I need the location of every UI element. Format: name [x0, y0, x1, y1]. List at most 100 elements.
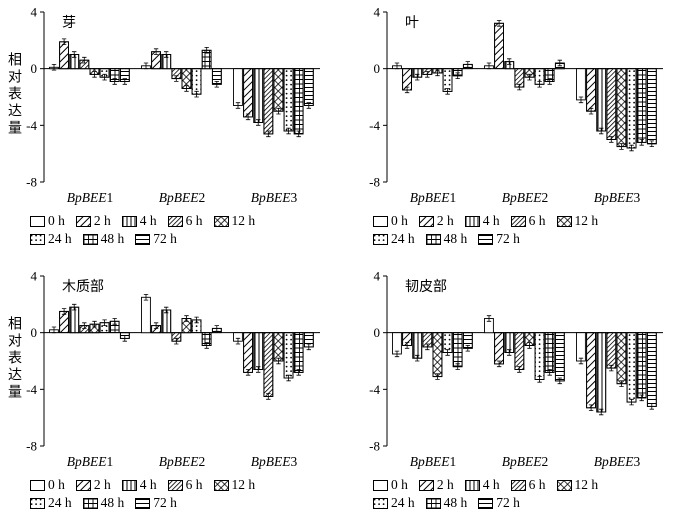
- bar-hatch: [514, 332, 525, 370]
- legend-item: 72 h: [478, 231, 520, 247]
- legend-item: 0 h: [30, 213, 65, 229]
- error-bar: [153, 48, 159, 55]
- error-bars: [394, 20, 654, 152]
- bar-hatch: [646, 68, 657, 145]
- error-bar: [266, 393, 271, 400]
- error-bar: [153, 322, 159, 329]
- error-bar: [425, 71, 430, 78]
- error-bar: [486, 62, 492, 70]
- error-bar: [82, 56, 87, 64]
- bar: [233, 68, 243, 106]
- bar-hatch: [161, 309, 172, 334]
- legend-label: 4 h: [139, 213, 157, 228]
- error-bar: [286, 374, 291, 382]
- error-bar: [588, 107, 594, 115]
- error-bar: [507, 58, 512, 65]
- error-bar: [445, 349, 450, 356]
- legend-item: 2 h: [418, 213, 454, 229]
- legend-swatch-diag-icon: [75, 215, 91, 227]
- error-bar: [517, 366, 522, 373]
- y-tick-labels: 4 0 -4 -8: [26, 5, 37, 190]
- legend-item: 6 h: [510, 477, 546, 493]
- legend-swatch-none-icon: [373, 215, 388, 227]
- y-axis-title: 相对表达量: [6, 316, 21, 401]
- error-bar: [557, 377, 562, 385]
- bar-hatch: [606, 332, 617, 369]
- legend-item: 2 h: [75, 213, 111, 229]
- error-bar: [245, 113, 251, 121]
- category-labels: BpBEE1 BpBEE2 BpBEE3: [410, 190, 641, 205]
- bar-hatch: [253, 332, 264, 370]
- legend-label: 6 h: [185, 477, 203, 492]
- legend-label: 0 h: [391, 477, 408, 492]
- bar-hatch: [293, 332, 304, 373]
- error-bar: [286, 127, 291, 135]
- legend-label: 24 h: [48, 495, 72, 510]
- legend-label: 0 h: [391, 213, 408, 228]
- legend-swatch-diag-dense-icon: [510, 479, 526, 491]
- legend-item: 24 h: [30, 495, 72, 511]
- error-bar: [578, 357, 584, 365]
- svg-text:0: 0: [374, 61, 381, 76]
- legend-item: 6 h: [167, 477, 203, 493]
- error-bar: [296, 369, 301, 376]
- svg-text:-4: -4: [369, 118, 380, 133]
- error-bar: [92, 71, 97, 78]
- error-bar: [102, 319, 107, 326]
- bar-hatch: [432, 332, 443, 378]
- category-label: BpBEE2: [502, 190, 549, 205]
- legend-label: 72 h: [496, 231, 520, 246]
- legend-swatch-dots-icon: [30, 233, 45, 245]
- error-bars: [394, 315, 654, 416]
- bar-hatch: [494, 332, 504, 365]
- legend-label: 6 h: [528, 477, 546, 492]
- legend-swatch-diag-icon: [418, 479, 434, 491]
- legend-swatch-grid-icon: [82, 233, 98, 245]
- y-tick-labels: 4 0 -4 -8: [26, 269, 37, 454]
- legend-swatch-diag-dense-icon: [510, 215, 526, 227]
- error-bar: [214, 81, 219, 88]
- legend-label: 4 h: [139, 477, 157, 492]
- svg-text:-8: -8: [26, 175, 37, 190]
- legend-label: 12 h: [231, 477, 256, 492]
- legend-item: 2 h: [418, 477, 454, 493]
- error-bar: [214, 325, 219, 332]
- error-bar: [194, 316, 199, 324]
- legend: 0 h 2 h 4 h 6 h 12 h 24 h 48 h 72 h: [30, 212, 255, 248]
- error-bar: [599, 408, 604, 416]
- bar-chart-bud: 4 0 -4 -8 BpBEE1 BpBEE2 BpBEE3: [26, 5, 320, 205]
- legend-swatch-vert-icon: [464, 215, 480, 227]
- category-labels: BpBEE1 BpBEE2 BpBEE3: [67, 454, 298, 469]
- error-bar: [174, 337, 179, 345]
- error-bar: [112, 318, 117, 325]
- category-label: BpBEE1: [67, 190, 114, 205]
- legend-item: 0 h: [373, 213, 408, 229]
- error-bar: [609, 136, 614, 143]
- legend-label: 24 h: [391, 231, 415, 246]
- error-bar: [82, 322, 87, 329]
- error-bar: [184, 315, 189, 322]
- bar-hatch: [586, 68, 596, 112]
- legend-label: 6 h: [528, 213, 546, 228]
- y-axis-title: 相对表达量: [6, 52, 21, 137]
- error-bar: [507, 349, 512, 356]
- error-bar: [435, 373, 440, 380]
- legend-swatch-diag-dense-icon: [167, 215, 183, 227]
- legend-item: 12 h: [213, 477, 256, 493]
- legend-swatch-cross-diag-icon: [556, 479, 572, 491]
- legend-label: 48 h: [100, 231, 125, 246]
- error-bar: [143, 62, 149, 70]
- svg-text:-4: -4: [26, 118, 37, 133]
- legend-item: 72 h: [478, 495, 520, 511]
- legend-item: 48 h: [425, 495, 467, 511]
- error-bar: [72, 51, 77, 58]
- subplot-phloem: 4 0 -4 -8 BpBEE1 BpBEE2 BpBEE3 韧皮部 0 h 2 h 4 h 6 …: [343, 264, 686, 528]
- category-labels: BpBEE1 BpBEE2 BpBEE3: [67, 190, 298, 205]
- category-label: BpBEE3: [594, 190, 641, 205]
- bar-hatch: [69, 306, 80, 334]
- legend-item: 0 h: [30, 477, 65, 493]
- legend-swatch-vert-icon: [464, 479, 480, 491]
- error-bar: [112, 78, 117, 85]
- error-bar: [527, 73, 532, 81]
